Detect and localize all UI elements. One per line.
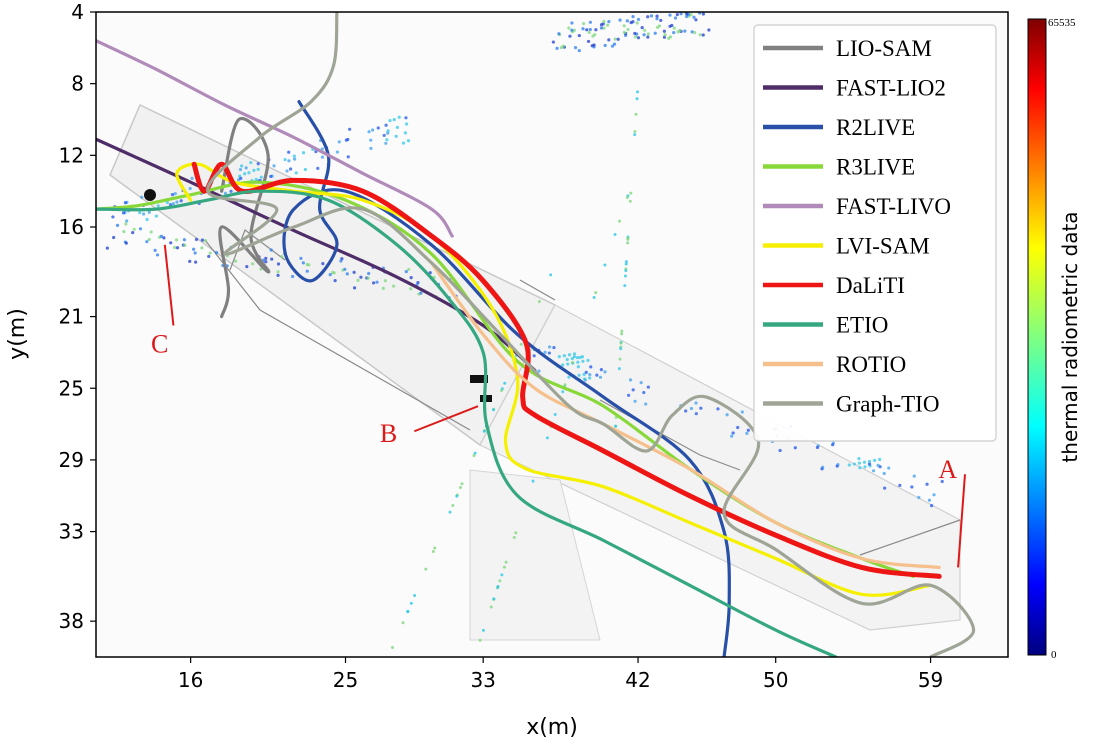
- y-tick-label: 38: [59, 609, 84, 633]
- y-tick-label: 25: [59, 376, 84, 400]
- series-line-etio: [96, 189, 838, 657]
- y-tick-label: 33: [59, 520, 84, 544]
- legend-label: R3LIVE: [836, 155, 915, 180]
- y-tick-label: 12: [59, 143, 84, 167]
- colorbar-min-label: 0: [1051, 649, 1057, 661]
- colorbar-label: thermal radiometric data: [1058, 211, 1082, 462]
- legend-label: Graph-TIO: [836, 392, 939, 417]
- legend-label: FAST-LIO2: [836, 76, 946, 101]
- annotation-pointer: [957, 474, 966, 568]
- y-tick-label: 16: [59, 215, 84, 239]
- legend-label: LVI-SAM: [836, 234, 930, 259]
- series-line-daliti: [191, 161, 942, 579]
- series-line-fast-lio2: [96, 137, 537, 372]
- legend-label: LIO-SAM: [836, 36, 932, 61]
- x-ticks: 16 25 33 42 50 59: [178, 657, 943, 692]
- x-tick-label: 50: [763, 668, 788, 692]
- annotation-label: B: [380, 419, 397, 448]
- y-tick-label: 8: [71, 72, 84, 96]
- series-line-fast-livo: [96, 39, 454, 238]
- colorbar-max-label: 65535: [1048, 17, 1076, 29]
- legend: LIO-SAM FAST-LIO2 R2LIVE R3LIVE FAST-LIVO LVI…: [753, 24, 997, 442]
- x-tick-label: 42: [625, 668, 650, 692]
- annotation-pointer: [163, 244, 175, 326]
- x-tick-label: 16: [178, 668, 203, 692]
- series-layer: [96, 12, 976, 657]
- x-tick-label: 59: [918, 668, 943, 692]
- legend-label: R2LIVE: [836, 115, 915, 140]
- legend-label: ROTIO: [836, 352, 906, 377]
- annotation-label: A: [938, 455, 957, 484]
- legend-label: DaLiTI: [836, 273, 905, 298]
- colorbar: 65535 0 thermal radiometric data: [1027, 17, 1082, 661]
- y-axis-label: y(m): [5, 308, 30, 360]
- y-tick-label: 21: [59, 305, 84, 329]
- series-line-rotio: [429, 261, 941, 569]
- series-line-lvi-sam: [175, 162, 933, 597]
- y-tick-label: 4: [71, 0, 84, 24]
- colorbar-gradient: [1027, 18, 1047, 656]
- plot-frame: [95, 11, 1009, 658]
- series-line-r2live: [282, 100, 731, 657]
- annotation-pointer: [413, 405, 479, 433]
- annotation-layer: A B C: [151, 244, 966, 568]
- legend-label: FAST-LIVO: [836, 194, 951, 219]
- x-axis-label: x(m): [526, 715, 578, 740]
- series-line-lio-sam: [218, 116, 271, 319]
- annotation-label: C: [151, 329, 168, 358]
- series-line-graph-tio: [206, 12, 976, 657]
- y-tick-label: 29: [59, 448, 84, 472]
- legend-label: ETIO: [836, 313, 888, 338]
- x-tick-label: 25: [333, 668, 358, 692]
- x-tick-label: 33: [470, 668, 495, 692]
- y-ticks: 4 8 12 16 21 25 29 33 38: [59, 0, 96, 633]
